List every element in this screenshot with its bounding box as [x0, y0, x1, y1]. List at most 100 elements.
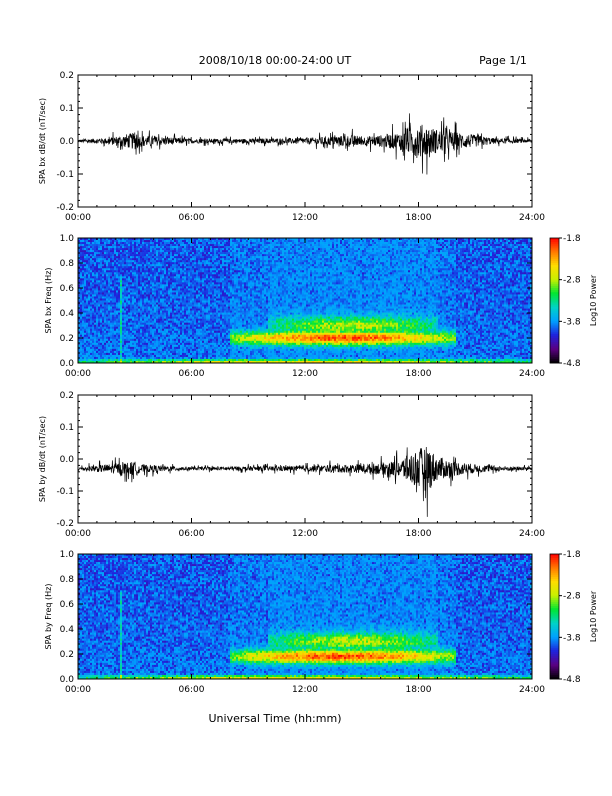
spectrogram-cell — [178, 341, 180, 343]
spectrogram-cell — [90, 341, 92, 343]
spectrogram-cell — [106, 345, 108, 347]
spectrogram-cell — [230, 244, 232, 246]
spectrogram-cell — [186, 309, 188, 311]
spectrogram-cell — [94, 242, 96, 244]
spectrogram-cell — [152, 351, 154, 353]
spectrogram-cell — [164, 246, 166, 248]
spectrogram-cell — [160, 250, 162, 252]
spectrogram-cell — [142, 309, 144, 311]
spectrogram-cell — [146, 262, 148, 264]
spectrogram-cell — [106, 335, 108, 337]
spectrogram-cell — [194, 280, 196, 282]
spectrogram-cell — [116, 325, 118, 327]
spectrogram-cell — [206, 274, 208, 276]
spectrogram-cell — [216, 331, 218, 333]
spectrogram-cell — [210, 270, 212, 272]
spectrogram-cell — [130, 242, 132, 244]
spectrogram-cell — [194, 248, 196, 250]
spectrogram-cell — [130, 294, 132, 296]
spectrogram-cell — [192, 288, 194, 290]
spectrogram-cell — [172, 355, 174, 357]
spectrogram-cell — [172, 288, 174, 290]
spectrogram-cell — [128, 240, 130, 242]
spectrogram-cell — [126, 317, 128, 319]
spectrogram-cell — [228, 303, 230, 305]
spectrogram-cell — [126, 301, 128, 303]
spectrogram-cell — [122, 351, 124, 353]
spectrogram-cell — [116, 307, 118, 309]
spectrogram-cell — [128, 345, 130, 347]
spectrogram-cell — [180, 343, 182, 345]
spectrogram-cell — [218, 294, 220, 296]
spectrogram-cell — [220, 341, 222, 343]
spectrogram-cell — [178, 246, 180, 248]
spectrogram-cell — [88, 278, 90, 280]
spectrogram-cell — [230, 303, 232, 305]
spectrogram-cell — [194, 288, 196, 290]
spectrogram-cell — [168, 286, 170, 288]
spectrogram-cell — [228, 317, 230, 319]
spectrogram-cell — [188, 278, 190, 280]
spectrogram-cell — [198, 286, 200, 288]
spectrogram-cell — [204, 248, 206, 250]
spectrogram-cell — [208, 256, 210, 258]
spectrogram-cell — [128, 341, 130, 343]
spectrogram-cell — [194, 282, 196, 284]
spectrogram-cell — [182, 333, 184, 335]
spectrogram-cell — [152, 270, 154, 272]
spectrogram-cell — [142, 339, 144, 341]
spectrogram-cell — [120, 282, 122, 284]
spectrogram-cell — [232, 353, 234, 355]
spectrogram-cell — [160, 292, 162, 294]
spectrogram-cell — [94, 248, 96, 250]
spectrogram-cell — [142, 268, 144, 270]
spectrogram-cell — [94, 341, 96, 343]
spectrogram-cell — [140, 341, 142, 343]
spectrogram-cell — [190, 343, 192, 345]
spectrogram-cell — [166, 333, 168, 335]
spectrogram-cell — [94, 353, 96, 355]
spectrogram-cell — [144, 256, 146, 258]
spectrogram-cell — [108, 272, 110, 274]
spectrogram-cell — [162, 331, 164, 333]
spectrogram-cell — [134, 290, 136, 292]
spectrogram-cell — [140, 329, 142, 331]
spectrogram-cell — [160, 353, 162, 355]
spectrogram-cell — [128, 317, 130, 319]
spectrogram-cell — [160, 264, 162, 266]
spectrogram-cell — [94, 276, 96, 278]
spectrogram-cell — [134, 359, 136, 361]
spectrogram-cell — [142, 351, 144, 353]
spectrogram-cell — [190, 313, 192, 315]
spectrogram-cell — [198, 349, 200, 351]
spectrogram-cell — [88, 313, 90, 315]
spectrogram-cell — [214, 254, 216, 256]
spectrogram-cell — [110, 298, 112, 300]
spectrogram-cell — [196, 329, 198, 331]
spectrogram-cell — [188, 288, 190, 290]
spectrogram-cell — [224, 357, 226, 359]
spectrogram-cell — [168, 266, 170, 268]
spectrogram-cell — [134, 276, 136, 278]
spectrogram-cell — [182, 250, 184, 252]
spectrogram-cell — [144, 339, 146, 341]
spectrogram-cell — [178, 272, 180, 274]
spectrogram-cell — [208, 327, 210, 329]
spectrogram-cell — [176, 349, 178, 351]
spectrogram-cell — [162, 353, 164, 355]
spectrogram-cell — [222, 244, 224, 246]
spectrogram-cell — [110, 315, 112, 317]
spectrogram-cell — [94, 335, 96, 337]
spectrogram-cell — [144, 319, 146, 321]
spectrogram-cell — [90, 325, 92, 327]
spectrogram-cell — [210, 331, 212, 333]
spectrogram-cell — [184, 256, 186, 258]
spectrogram-cell — [164, 292, 166, 294]
spectrogram-cell — [162, 349, 164, 351]
spectrogram-cell — [156, 242, 158, 244]
spectrogram-cell — [148, 317, 150, 319]
spectrogram-cell — [156, 311, 158, 313]
spectrogram-cell — [218, 262, 220, 264]
spectrogram-cell — [214, 347, 216, 349]
spectrogram-cell — [172, 262, 174, 264]
